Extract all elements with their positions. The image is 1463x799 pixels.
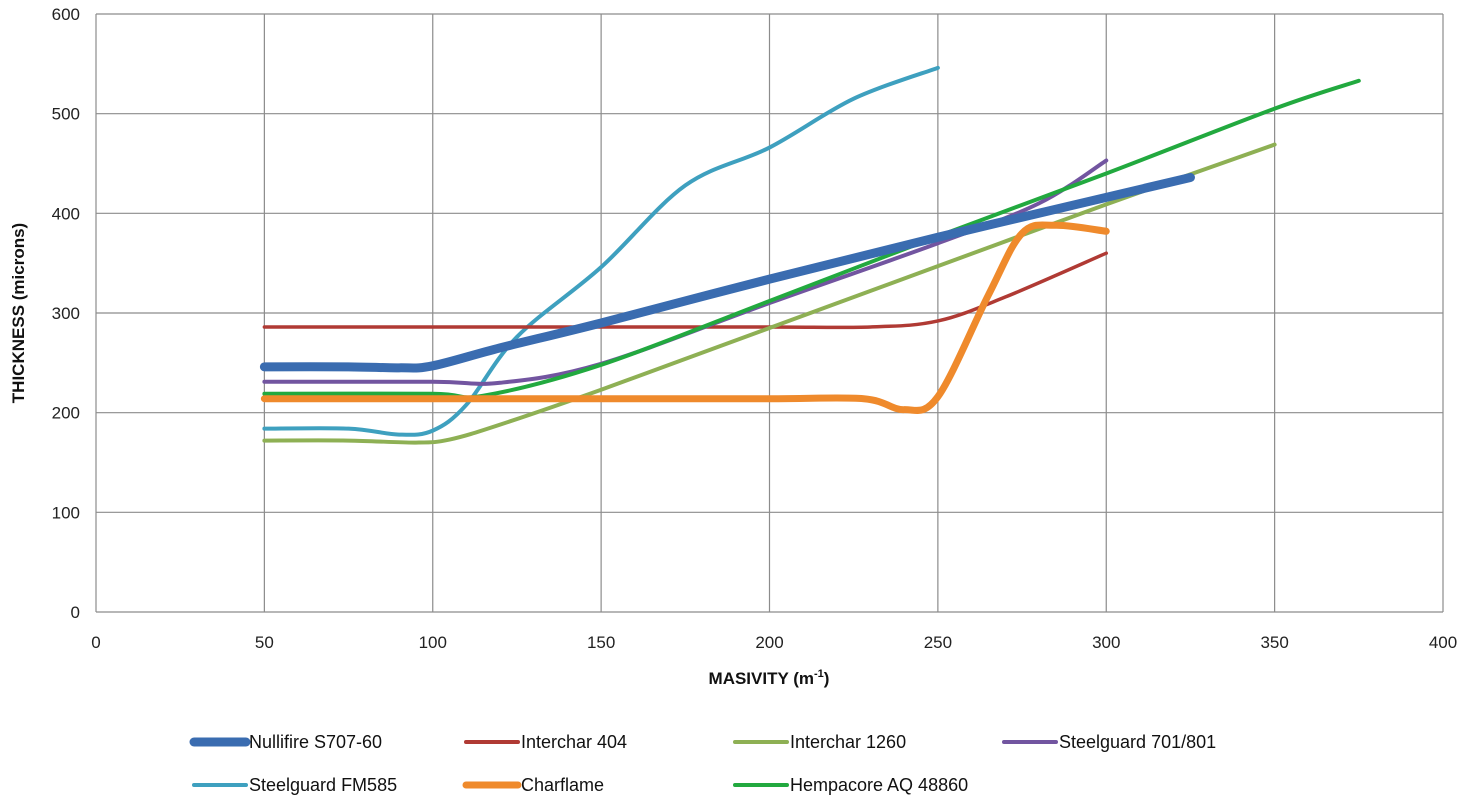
x-tick-label: 350 (1260, 633, 1288, 652)
y-axis-title: THICKNESS (microns) (9, 223, 28, 403)
series-line-charflame (260, 221, 1110, 414)
legend-label: Interchar 1260 (790, 732, 906, 752)
y-tick-label: 600 (52, 5, 80, 24)
legend-label: Interchar 404 (521, 732, 627, 752)
legend-item-steelguard-701-801: Steelguard 701/801 (1002, 732, 1216, 752)
x-axis-title: MASIVITY (m-1) (709, 668, 830, 688)
legend-label: Steelguard 701/801 (1059, 732, 1216, 752)
legend-item-charflame: Charflame (462, 775, 604, 795)
x-tick-label: 250 (924, 633, 952, 652)
series-line-nullifire-s707-60 (259, 172, 1195, 373)
x-tick-label: 100 (419, 633, 447, 652)
x-tick-label: 300 (1092, 633, 1120, 652)
x-tick-label: 150 (587, 633, 615, 652)
y-tick-label: 0 (71, 603, 80, 622)
y-tick-label: 400 (52, 204, 80, 223)
legend-label: Charflame (521, 775, 604, 795)
legend-label: Hempacore AQ 48860 (790, 775, 968, 795)
x-tick-label: 50 (255, 633, 274, 652)
x-tick-label: 0 (91, 633, 100, 652)
series-line-steelguard-fm585 (262, 65, 940, 437)
legend-item-steelguard-fm585: Steelguard FM585 (192, 775, 397, 795)
y-tick-label: 100 (52, 503, 80, 522)
series-lines (259, 65, 1361, 445)
legend-item-nullifire-s707-60: Nullifire S707-60 (189, 732, 382, 752)
legend-item-interchar-1260: Interchar 1260 (733, 732, 906, 752)
legend: Nullifire S707-60 Interchar 404 Interchar … (189, 732, 1216, 795)
legend-label: Nullifire S707-60 (249, 732, 382, 752)
y-tick-label: 300 (52, 304, 80, 323)
legend-item-hempacore-aq-48860: Hempacore AQ 48860 (733, 775, 968, 795)
legend-item-interchar-404: Interchar 404 (464, 732, 627, 752)
series-line-interchar-1260 (262, 142, 1277, 445)
legend-label: Steelguard FM585 (249, 775, 397, 795)
x-tick-label: 200 (755, 633, 783, 652)
x-tick-label: 400 (1429, 633, 1457, 652)
y-tick-label: 200 (52, 404, 80, 423)
axis-ticks: 0 100 200 300 400 500 600 0 50 100 150 200 250 300 350… (52, 5, 1458, 652)
grid-lines (95, 13, 1444, 613)
y-tick-label: 500 (52, 105, 80, 124)
